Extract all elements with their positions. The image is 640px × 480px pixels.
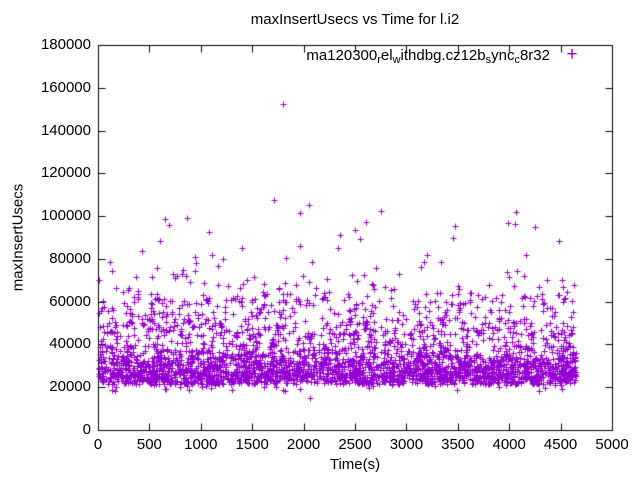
x-tick-label: 1000 — [184, 436, 218, 453]
plus-marker-icon: + — [566, 44, 578, 65]
x-tick-label: 3500 — [441, 436, 475, 453]
legend-series-label: ma120300relwithdbg.cz12bsyncc8r32 — [306, 47, 550, 66]
x-tick-label: 4000 — [492, 436, 526, 453]
x-tick-label: 5000 — [595, 436, 629, 453]
x-tick-label: 500 — [136, 436, 162, 453]
y-tick-label: 180000 — [40, 36, 91, 53]
y-tick-label: 80000 — [49, 249, 91, 267]
y-tick-label: 100000 — [40, 207, 91, 225]
x-tick-label: 4500 — [543, 436, 578, 453]
x-tick-label: 1500 — [235, 436, 269, 453]
x-tick-label: 2000 — [286, 436, 321, 453]
chart-title: maxInsertUsecs vs Time for l.i2 — [250, 11, 460, 28]
y-tick-label: 160000 — [40, 78, 91, 96]
legend: ma120300relwithdbg.cz12bsyncc8r32 — [98, 47, 550, 66]
y-tick-label: 60000 — [49, 292, 91, 310]
y-tick-label: 140000 — [40, 121, 91, 139]
y-tick-label: 40000 — [49, 335, 91, 353]
x-tick-label: 2500 — [338, 436, 372, 453]
y-tick-label: 20000 — [49, 378, 91, 396]
x-axis-label: Time(s) — [329, 456, 381, 473]
y-tick-label: 120000 — [40, 164, 91, 182]
y-tick-label: 0 — [82, 421, 91, 438]
x-tick-label: 3000 — [389, 436, 424, 453]
x-tick-label: 0 — [93, 436, 103, 453]
